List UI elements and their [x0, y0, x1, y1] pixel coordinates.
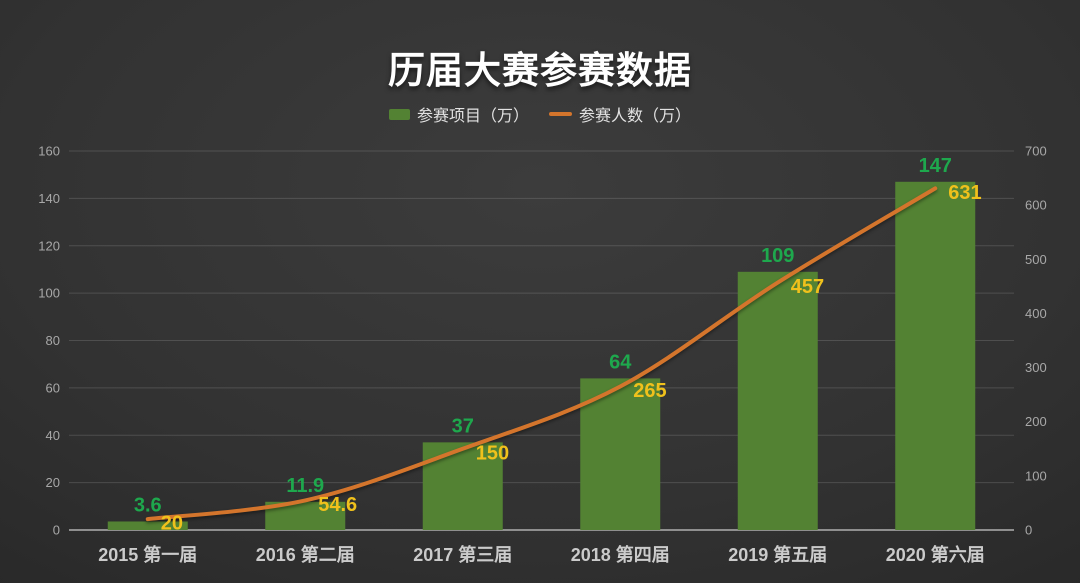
axis-tick-label-left: 140 — [38, 191, 60, 206]
axis-tick-label-right: 200 — [1025, 414, 1047, 429]
category-label: 2016 第二届 — [256, 544, 355, 565]
axis-tick-label-left: 120 — [38, 238, 60, 253]
axis-tick-label-left: 160 — [38, 144, 60, 159]
category-label: 2017 第三届 — [413, 544, 512, 565]
axis-tick-label-left: 100 — [38, 286, 60, 301]
line-value-label: 265 — [633, 380, 666, 402]
bar — [107, 521, 188, 530]
line-value-label: 457 — [791, 276, 824, 298]
bar-value-label: 37 — [452, 415, 474, 437]
axis-tick-label-right: 300 — [1025, 360, 1047, 375]
legend-label-bar-series: 参赛项目（万） — [416, 106, 529, 125]
legend-label-line-series: 参赛人数（万） — [579, 106, 692, 125]
legend: 参赛项目（万） 参赛人数（万） — [0, 102, 1080, 126]
line-series-swatch-icon — [549, 112, 572, 116]
axis-tick-label-left: 40 — [46, 428, 60, 443]
line-value-label: 54.6 — [318, 494, 357, 516]
axis-tick-label-right: 0 — [1025, 523, 1032, 538]
axis-tick-label-right: 700 — [1025, 144, 1047, 159]
axis-tick-label-right: 500 — [1025, 252, 1047, 267]
category-label: 2018 第四届 — [571, 544, 670, 565]
bar-value-label: 11.9 — [286, 475, 324, 497]
chart-title: 历届大赛参赛数据 — [388, 48, 692, 92]
axis-tick-label-left: 20 — [46, 475, 60, 490]
bar — [895, 181, 976, 530]
bar-value-label: 64 — [609, 351, 632, 373]
line-value-label: 20 — [161, 513, 183, 535]
axis-tick-label-right: 400 — [1025, 306, 1047, 321]
line-value-label: 631 — [948, 182, 981, 204]
axis-tick-label-right: 100 — [1025, 468, 1047, 483]
legend-item-line-series[interactable]: 参赛人数（万） — [549, 102, 691, 126]
bar-value-label: 109 — [761, 245, 794, 267]
line-value-label: 150 — [476, 442, 509, 464]
category-label: 2015 第一届 — [98, 544, 197, 565]
bar-series-swatch-icon — [388, 108, 410, 120]
axis-tick-label-left: 60 — [46, 380, 60, 395]
bar — [580, 378, 661, 530]
category-label: 2020 第六届 — [886, 544, 985, 565]
bar-value-label: 3.6 — [134, 494, 162, 516]
line-path — [145, 186, 938, 522]
bar-value-label: 147 — [919, 155, 952, 177]
legend-item-bar-series[interactable]: 参赛项目（万） — [388, 102, 529, 126]
axis-tick-label-left: 80 — [46, 333, 60, 348]
axis-tick-label-right: 600 — [1025, 198, 1047, 213]
axis-tick-label-left: 0 — [53, 523, 60, 538]
category-label: 2019 第五届 — [728, 544, 827, 565]
bar — [737, 271, 818, 530]
